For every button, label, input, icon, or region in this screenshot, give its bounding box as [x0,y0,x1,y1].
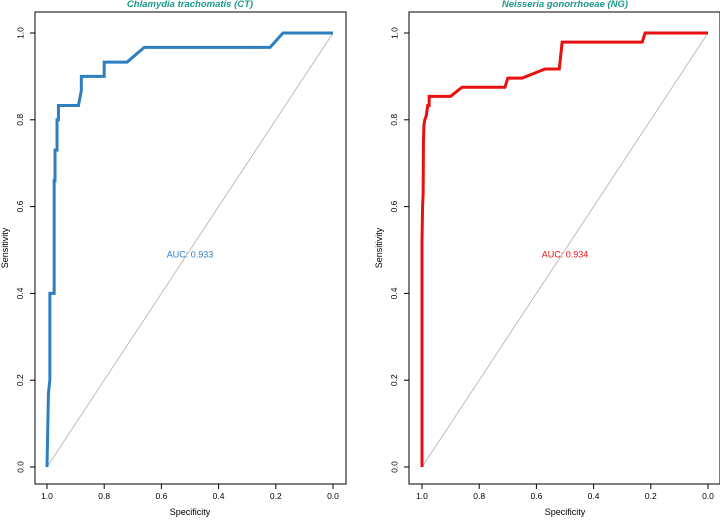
panel-title: Neisseria gonorrhoeae (NG) [502,0,628,10]
y-axis: 0.0 0.2 0.4 0.6 0.8 1.0 [15,27,36,473]
auc-label: AUC: 0.933 [167,249,214,259]
y-tick-label: 0.6 [15,200,25,212]
y-tick-label: 0.8 [15,114,25,126]
x-axis-title: Specificity [545,507,586,517]
y-tick-label: 0.4 [15,287,25,299]
panel-ng: Neisseria gonorrhoeae (NG) 1.0 0.8 0.6 0.4 0… [374,0,720,517]
x-tick-label: 0.4 [588,491,600,501]
x-tick-label: 0.2 [270,491,282,501]
x-tick-label: 0.4 [213,491,225,501]
y-tick-label: 0.6 [389,200,399,212]
x-axis: 1.0 0.8 0.6 0.4 0.2 0.0 [41,483,339,501]
x-axis: 1.0 0.8 0.6 0.4 0.2 0.0 [416,483,714,501]
y-tick-label: 0.8 [389,114,399,126]
panel-title: Chlamydia trachomatis (CT) [127,0,253,10]
x-tick-label: 0.8 [98,491,110,501]
reference-diagonal [421,32,709,468]
x-tick-label: 0.8 [473,491,485,501]
x-axis-title: Specificity [170,507,211,517]
x-tick-label: 0.0 [702,491,714,501]
panel-ct: Chlamydia trachomatis (CT) 1.0 0.8 0.6 0.4 0… [0,0,347,517]
roc-curve [45,31,333,468]
x-tick-label: 0.0 [327,491,339,501]
x-tick-label: 0.6 [155,491,167,501]
x-tick-label: 1.0 [416,491,428,501]
x-tick-label: 0.6 [530,491,542,501]
y-tick-label: 1.0 [389,27,399,39]
y-tick-label: 0.4 [389,287,399,299]
y-tick-label: 1.0 [15,27,25,39]
roc-curve [420,31,708,467]
auc-label: AUC: 0.934 [542,249,589,259]
reference-diagonal [46,32,334,468]
y-axis-title: Sensitivity [0,227,10,268]
y-tick-label: 0.0 [15,461,25,473]
x-tick-label: 1.0 [41,491,53,501]
x-tick-label: 0.2 [645,491,657,501]
y-tick-label: 0.0 [389,461,399,473]
plot-frame [408,11,720,485]
y-axis-title: Sensitivity [374,227,384,268]
y-tick-label: 0.2 [389,374,399,386]
y-tick-label: 0.2 [15,374,25,386]
y-axis: 0.0 0.2 0.4 0.6 0.8 1.0 [389,27,410,473]
